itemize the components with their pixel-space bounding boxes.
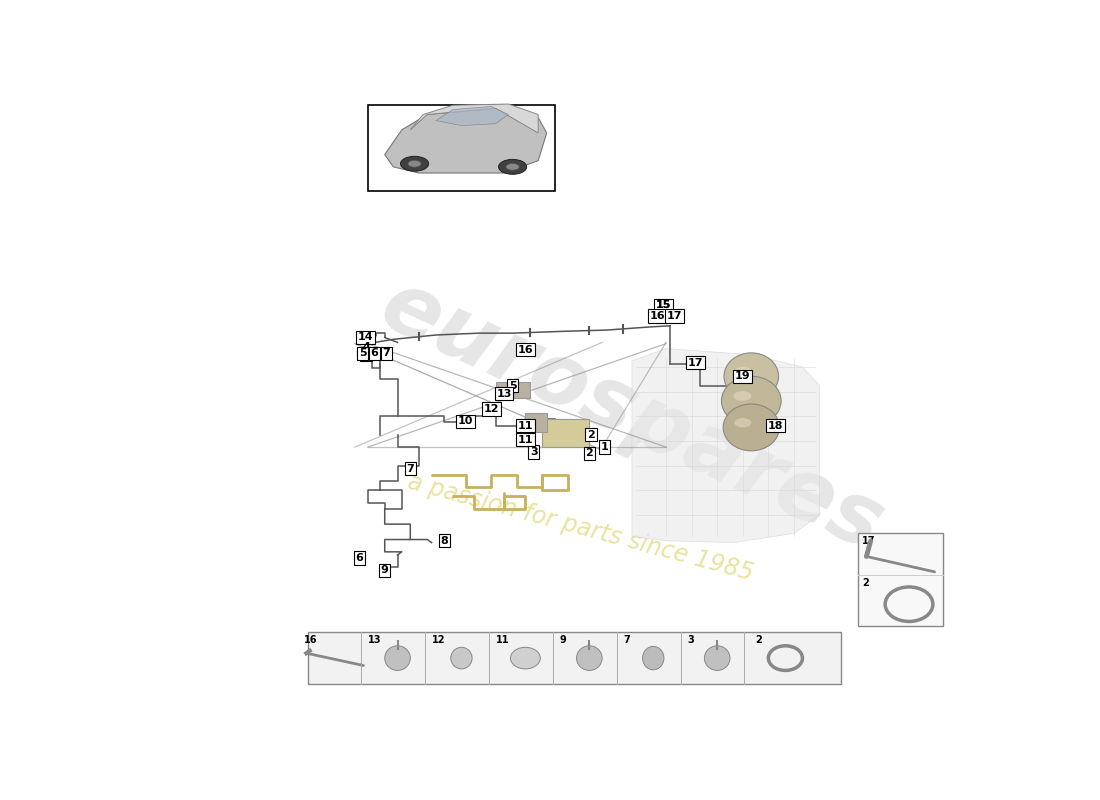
Text: 3: 3 xyxy=(530,447,538,457)
Text: 17: 17 xyxy=(689,358,704,368)
Text: 3: 3 xyxy=(688,635,694,645)
Text: 17: 17 xyxy=(667,311,682,321)
Text: 6: 6 xyxy=(371,349,378,358)
Ellipse shape xyxy=(704,646,730,670)
Text: 8: 8 xyxy=(440,536,449,546)
Polygon shape xyxy=(436,106,508,126)
Text: 18: 18 xyxy=(768,421,783,430)
Text: 7: 7 xyxy=(624,635,630,645)
Text: 2: 2 xyxy=(585,448,593,458)
Ellipse shape xyxy=(722,376,781,426)
Text: 15: 15 xyxy=(656,301,671,310)
Text: 12: 12 xyxy=(484,404,499,414)
Text: eurospares: eurospares xyxy=(367,264,896,569)
Text: 16: 16 xyxy=(304,635,317,645)
Text: 12: 12 xyxy=(431,635,446,645)
Ellipse shape xyxy=(576,646,602,670)
Ellipse shape xyxy=(735,418,751,427)
Text: 13: 13 xyxy=(496,389,512,398)
Text: 7: 7 xyxy=(383,349,390,358)
Text: 4: 4 xyxy=(362,342,370,352)
Text: 2: 2 xyxy=(587,430,595,440)
Bar xyxy=(308,632,840,684)
Text: 5: 5 xyxy=(359,349,366,358)
Text: 9: 9 xyxy=(381,566,388,575)
Text: 19: 19 xyxy=(735,371,750,382)
Bar xyxy=(526,414,547,432)
Text: 11: 11 xyxy=(518,434,534,445)
Text: 5: 5 xyxy=(509,381,516,390)
Text: 6: 6 xyxy=(355,553,363,563)
Ellipse shape xyxy=(400,156,429,171)
Bar xyxy=(495,382,530,398)
Text: 7: 7 xyxy=(406,464,415,474)
Text: 16: 16 xyxy=(518,345,534,354)
Text: 11: 11 xyxy=(495,635,509,645)
Ellipse shape xyxy=(724,353,779,400)
Text: 10: 10 xyxy=(458,416,473,426)
Ellipse shape xyxy=(642,646,664,670)
Ellipse shape xyxy=(735,367,751,376)
Text: 17: 17 xyxy=(862,537,876,546)
Text: 13: 13 xyxy=(367,635,382,645)
Text: 11: 11 xyxy=(518,421,534,430)
Text: 15: 15 xyxy=(656,301,671,310)
Text: 9: 9 xyxy=(560,635,566,645)
Bar xyxy=(367,106,556,191)
Ellipse shape xyxy=(734,391,751,401)
Text: a passion for parts since 1985: a passion for parts since 1985 xyxy=(405,470,757,585)
Ellipse shape xyxy=(408,160,421,167)
Ellipse shape xyxy=(385,646,410,670)
Bar xyxy=(858,534,943,626)
Ellipse shape xyxy=(451,647,472,669)
Ellipse shape xyxy=(723,404,780,451)
Text: 2: 2 xyxy=(756,635,762,645)
Ellipse shape xyxy=(510,647,540,669)
Ellipse shape xyxy=(498,159,527,174)
Text: 16: 16 xyxy=(650,311,666,321)
Polygon shape xyxy=(385,108,547,173)
Bar xyxy=(542,419,590,447)
Text: 4: 4 xyxy=(362,350,370,360)
Text: 1: 1 xyxy=(601,442,608,452)
Polygon shape xyxy=(631,349,820,542)
Polygon shape xyxy=(410,104,538,133)
Text: 14: 14 xyxy=(358,333,373,342)
Ellipse shape xyxy=(506,163,519,170)
Text: 2: 2 xyxy=(862,578,869,588)
